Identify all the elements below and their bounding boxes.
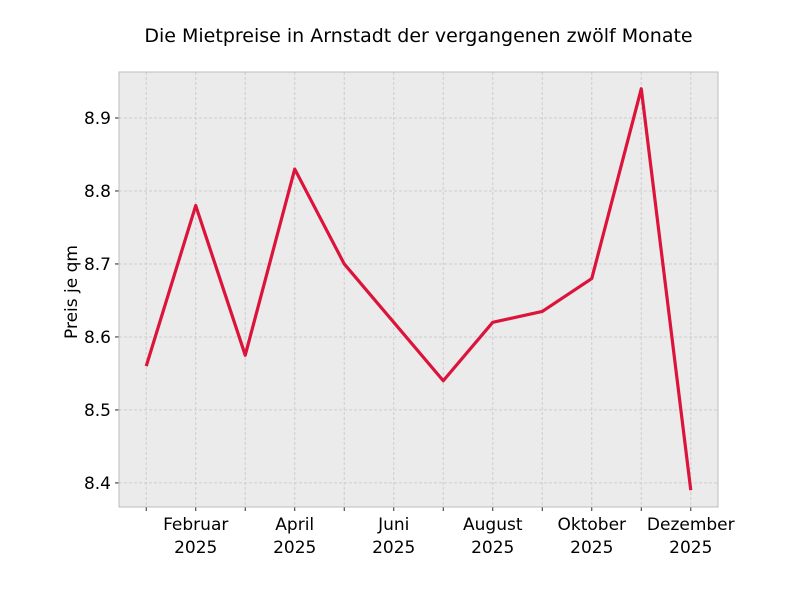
chart-title: Die Mietpreise in Arnstadt der vergangen… xyxy=(144,25,693,47)
x-tick-label-month: August xyxy=(463,515,523,535)
x-tick-label-month: Oktober xyxy=(557,515,626,535)
x-tick-label-month: Dezember xyxy=(647,515,735,535)
x-tick-label-month: Februar xyxy=(163,515,228,535)
x-tick-label-year: 2025 xyxy=(174,538,217,558)
y-tick-label: 8.4 xyxy=(84,474,111,494)
y-axis-label: Preis je qm xyxy=(62,245,82,339)
y-tick-label: 8.8 xyxy=(84,182,111,202)
plot-area xyxy=(119,72,718,507)
y-tick-label: 8.6 xyxy=(84,328,111,348)
x-tick-label-year: 2025 xyxy=(273,538,316,558)
y-tick-label: 8.7 xyxy=(84,255,111,275)
x-tick-label-year: 2025 xyxy=(471,538,514,558)
x-tick-label-year: 2025 xyxy=(570,538,613,558)
x-tick-label-month: Juni xyxy=(377,515,409,535)
axes-border xyxy=(118,71,719,508)
x-tick-label-month: April xyxy=(275,515,314,535)
y-tick-label: 8.5 xyxy=(84,401,111,421)
x-tick-label-year: 2025 xyxy=(669,538,712,558)
price-line-series xyxy=(144,87,693,491)
y-tick-label: 8.9 xyxy=(84,109,111,129)
x-tick-label-year: 2025 xyxy=(372,538,415,558)
